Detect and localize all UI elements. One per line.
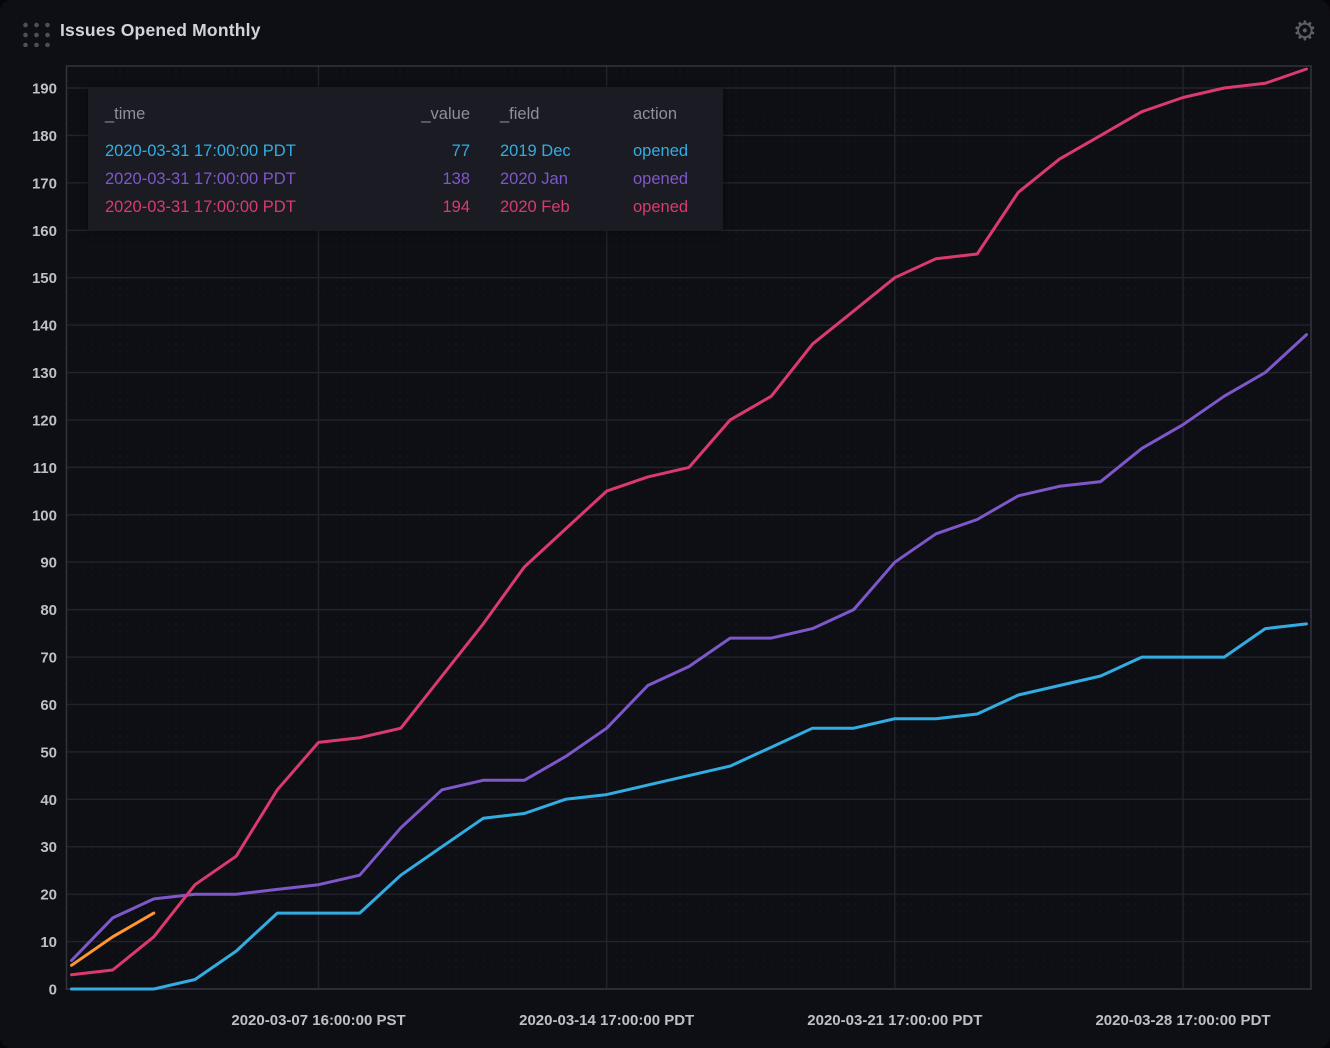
tooltip-header-action: action <box>633 104 678 123</box>
tooltip-header-value: _value <box>421 104 470 123</box>
tooltip-header-row: _time _value _field action <box>105 99 723 129</box>
tooltip-cell-fld: 2019 Dec <box>500 141 571 160</box>
tooltip-cell-val: 194 <box>442 197 470 216</box>
y-tick-label: 0 <box>49 982 57 999</box>
y-tick-label: 50 <box>40 744 57 761</box>
series-line[interactable] <box>70 333 1308 962</box>
tooltip-cell-val: 138 <box>442 169 470 188</box>
y-tick-label: 60 <box>40 697 57 714</box>
tooltip-body: 2020-03-31 17:00:00 PDT 77 2019 Dec opened 2… <box>105 137 723 221</box>
tooltip-cell-fld: 2020 Jan <box>500 169 568 188</box>
tooltip-cell-val: 77 <box>451 141 470 160</box>
x-tick-label: 2020-03-07 16:00:00 PST <box>231 1012 405 1029</box>
tooltip-cell-time: 2020-03-31 17:00:00 PDT <box>105 197 296 216</box>
tooltip-header-field: _field <box>500 104 540 123</box>
gear-icon[interactable]: ⚙ <box>1292 16 1317 46</box>
y-tick-label: 150 <box>32 270 57 287</box>
y-tick-label: 80 <box>40 602 57 619</box>
y-tick-label: 30 <box>40 839 57 856</box>
tooltip-row: 2020-03-31 17:00:00 PDT 138 2020 Jan opened <box>105 165 723 193</box>
tooltip-cell-act: opened <box>633 141 689 160</box>
series-line[interactable] <box>70 67 1308 977</box>
tooltip-cell-act: opened <box>633 169 689 188</box>
panel-header: Issues Opened Monthly ⚙ <box>0 0 1330 60</box>
series-line[interactable] <box>70 911 156 967</box>
y-tick-label: 70 <box>40 650 57 667</box>
drag-handle-icon[interactable] <box>20 20 51 47</box>
y-tick-label: 130 <box>32 365 57 382</box>
tooltip-cell-time: 2020-03-31 17:00:00 PDT <box>105 141 296 160</box>
y-tick-label: 20 <box>40 887 57 904</box>
tooltip-cell-time: 2020-03-31 17:00:00 PDT <box>105 169 296 188</box>
y-tick-label: 140 <box>32 318 57 335</box>
y-tick-label: 180 <box>32 128 57 145</box>
series-line[interactable] <box>70 622 1308 991</box>
y-tick-label: 40 <box>40 792 57 809</box>
y-tick-label: 170 <box>32 175 57 192</box>
y-tick-label: 100 <box>32 507 57 524</box>
y-tick-label: 110 <box>33 460 57 477</box>
tooltip-row: 2020-03-31 17:00:00 PDT 77 2019 Dec opened <box>105 137 723 165</box>
y-tick-label: 190 <box>32 81 57 98</box>
x-tick-label: 2020-03-14 17:00:00 PDT <box>519 1012 694 1029</box>
tooltip-row: 2020-03-31 17:00:00 PDT 194 2020 Feb opened <box>105 193 723 221</box>
tooltip-header-time: _time <box>105 104 146 123</box>
panel-title: Issues Opened Monthly <box>60 20 261 40</box>
y-tick-label: 120 <box>32 412 57 429</box>
tooltip-cell-act: opened <box>633 197 689 216</box>
chart-tooltip: _time _value _field action 2020-03-31 17… <box>88 87 723 231</box>
y-tick-label: 10 <box>40 934 57 951</box>
x-tick-label: 2020-03-28 17:00:00 PDT <box>1095 1012 1270 1029</box>
y-tick-label: 160 <box>32 223 57 240</box>
y-tick-label: 90 <box>40 555 57 572</box>
x-tick-label: 2020-03-21 17:00:00 PDT <box>807 1012 982 1029</box>
tooltip-cell-fld: 2020 Feb <box>500 197 570 216</box>
